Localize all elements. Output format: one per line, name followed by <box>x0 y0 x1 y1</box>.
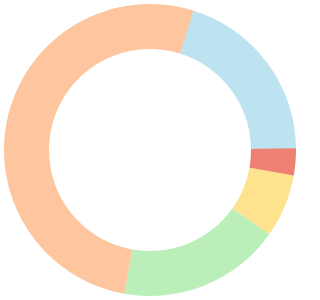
donut-segment <box>3 3 194 294</box>
donut-segment <box>232 167 294 235</box>
donut-segment <box>124 208 270 296</box>
donut-segment <box>249 148 297 176</box>
donut-segment <box>180 10 296 149</box>
chart <box>3 3 297 296</box>
